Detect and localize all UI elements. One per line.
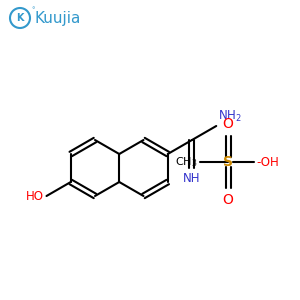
Text: °: ° bbox=[31, 7, 34, 13]
Text: S: S bbox=[223, 155, 233, 169]
Text: -OH: -OH bbox=[256, 155, 279, 169]
Text: CH$_3$: CH$_3$ bbox=[175, 155, 197, 169]
Text: O: O bbox=[223, 117, 233, 131]
Text: NH: NH bbox=[183, 172, 201, 185]
Text: O: O bbox=[223, 193, 233, 207]
Text: K: K bbox=[16, 13, 24, 23]
Text: NH$_2$: NH$_2$ bbox=[218, 109, 242, 124]
Text: Kuujia: Kuujia bbox=[35, 11, 81, 26]
Text: HO: HO bbox=[26, 190, 44, 202]
